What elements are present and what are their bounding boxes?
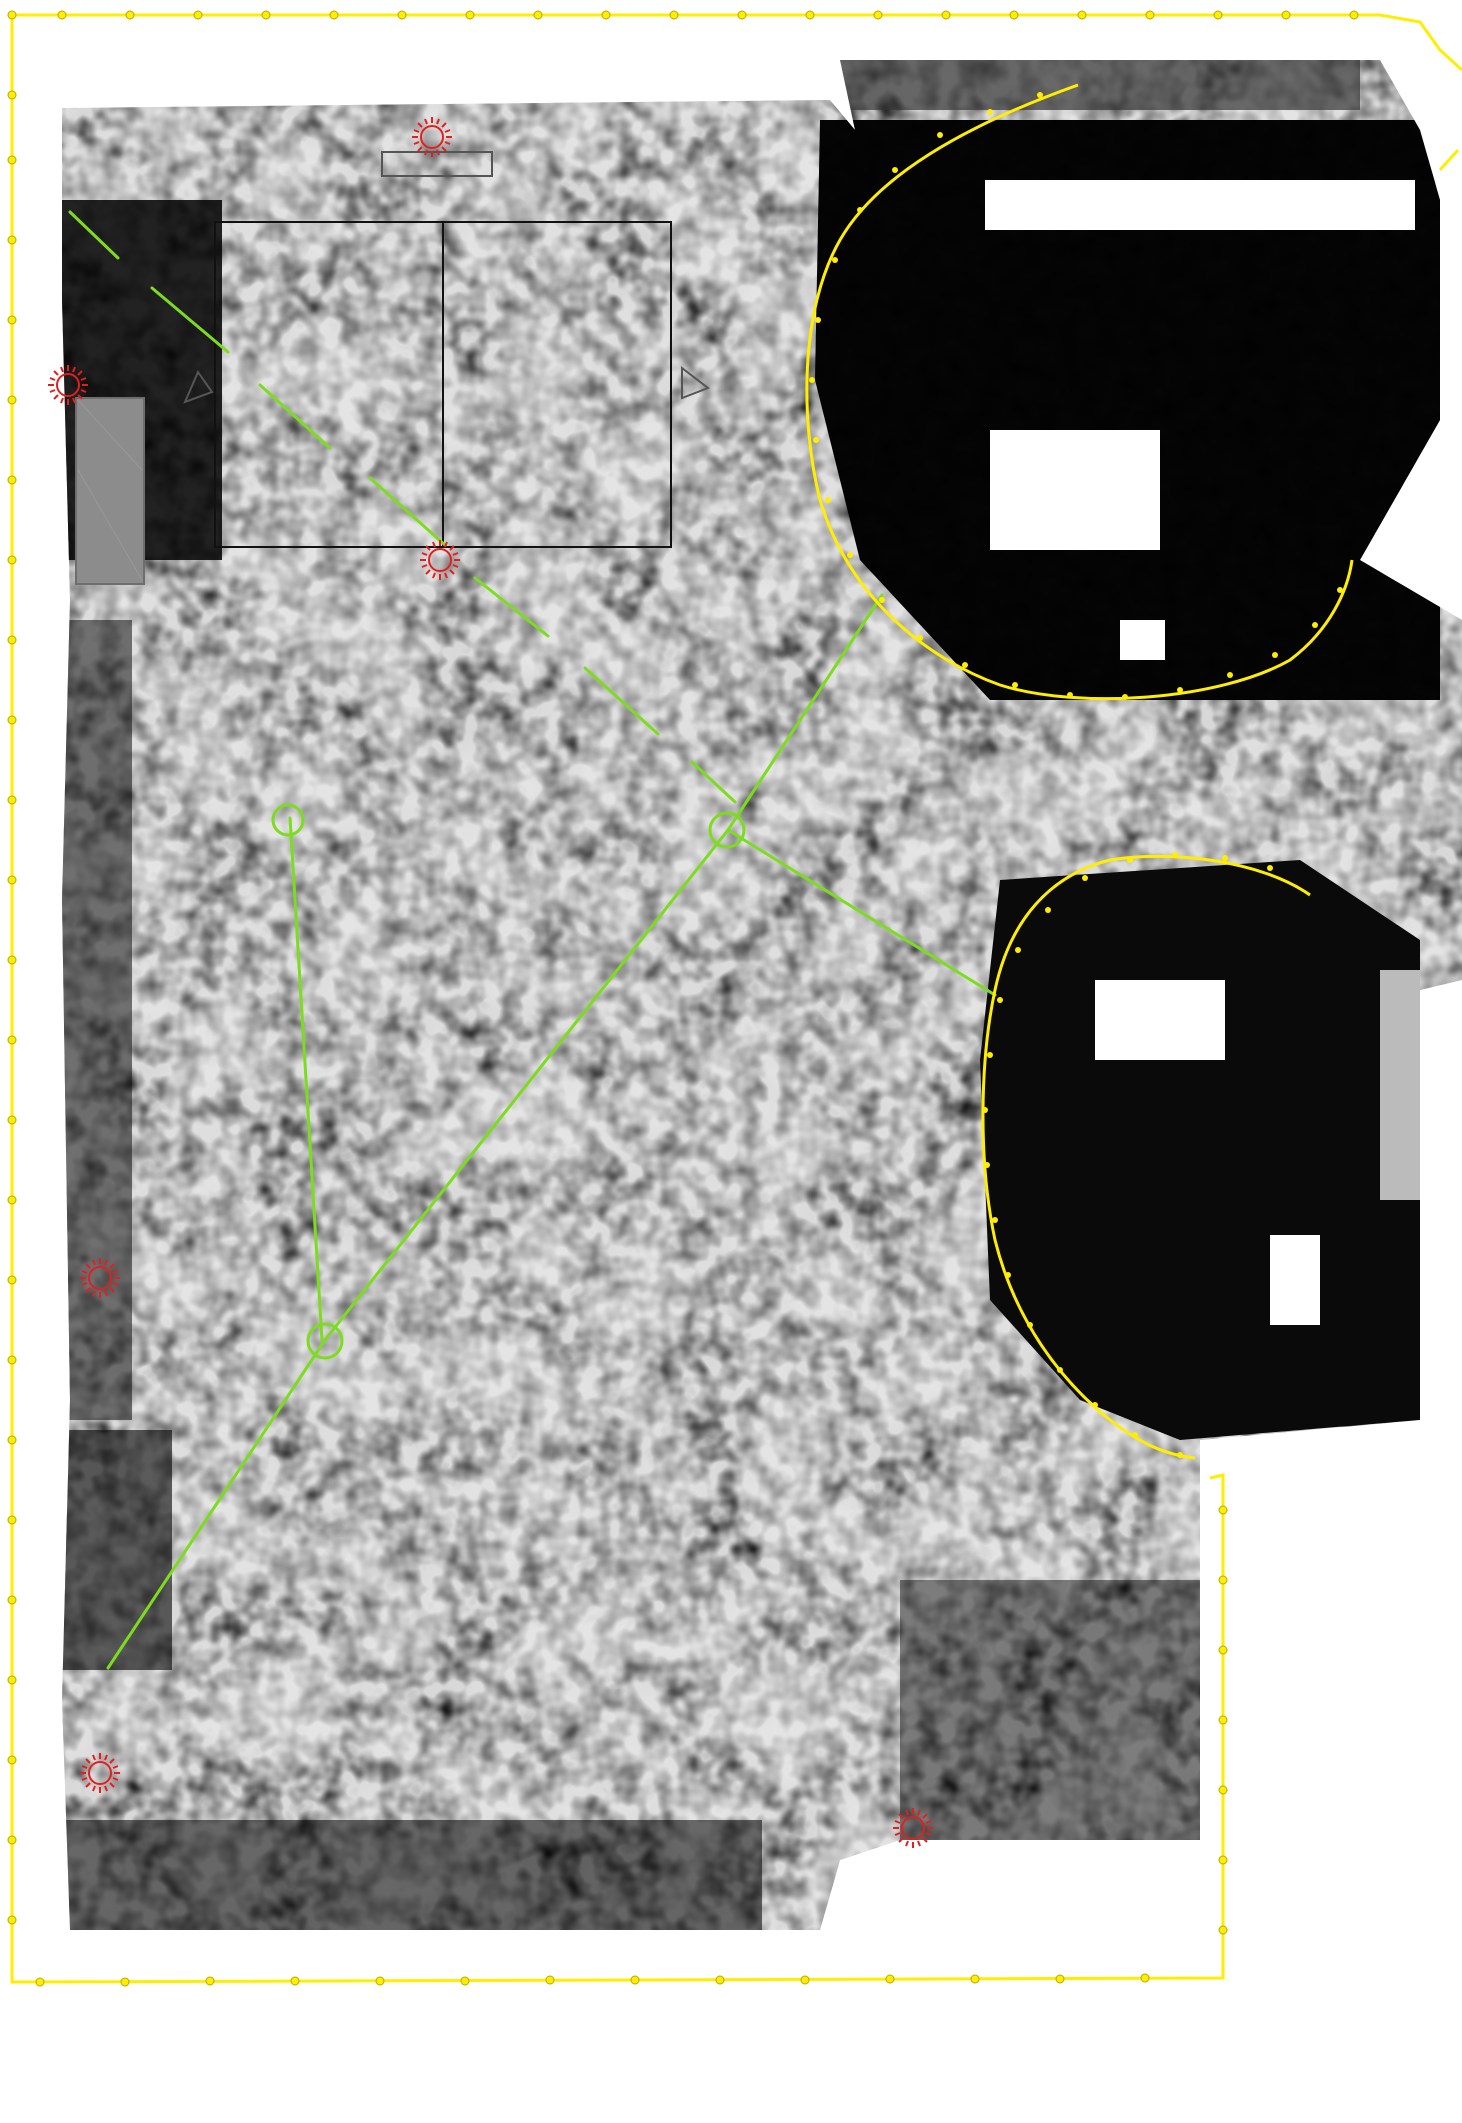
excavation-trench [214, 221, 672, 548]
anomaly-circle-north [271, 803, 305, 837]
curved-feature-north [805, 83, 1354, 701]
marker-south-icon [893, 1808, 933, 1848]
linear-anomalies [68, 210, 997, 1670]
direction-arrow-west-icon [183, 369, 214, 404]
site-boundary [7, 10, 1462, 1987]
survey-markers [48, 117, 933, 1848]
anomaly-circle-south [306, 1322, 344, 1360]
gravestone-shading [77, 399, 143, 581]
marker-west-mid-icon [80, 1258, 120, 1298]
marker-west-icon [48, 365, 88, 405]
anomaly-circle-centre [708, 811, 746, 849]
direction-arrow-east-icon [681, 365, 711, 400]
marker-north-icon [412, 117, 452, 157]
unsurveyed-area-east [1210, 1460, 1462, 1880]
marker-trench-icon [420, 540, 460, 580]
marker-southwest-icon [80, 1753, 120, 1793]
curved-feature-east [981, 852, 1311, 1460]
gravestone-block [75, 397, 145, 585]
